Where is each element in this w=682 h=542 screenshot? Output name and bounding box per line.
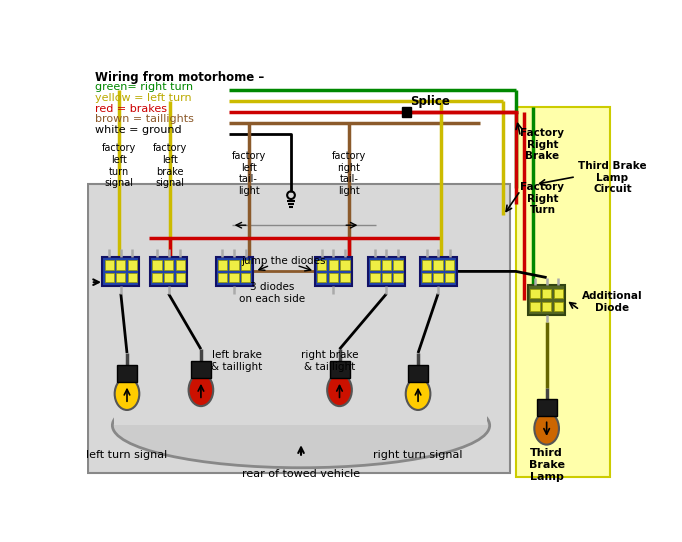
Bar [422,273,431,282]
Text: factory
left
brake
signal: factory left brake signal [153,144,188,188]
Bar [317,273,327,282]
Text: brown = taillights: brown = taillights [95,114,194,124]
Text: 3 diodes
on each side: 3 diodes on each side [239,282,305,304]
Ellipse shape [189,374,213,406]
Bar [150,257,187,286]
Text: Third
Brake
Lamp: Third Brake Lamp [529,448,565,482]
Bar [329,260,338,269]
Bar [164,273,173,282]
Bar [104,273,114,282]
Bar [394,273,402,282]
Bar [554,289,563,298]
Bar [516,107,610,477]
Text: right brake
& taillight: right brake & taillight [301,350,358,371]
Text: factory
left
turn
signal: factory left turn signal [102,144,136,188]
Bar [128,273,137,282]
Bar [542,302,551,311]
Bar [531,289,539,298]
Text: Third Brake
Lamp
Circuit: Third Brake Lamp Circuit [578,162,647,195]
Bar [128,260,137,269]
Bar [116,260,125,269]
Bar [434,260,443,269]
Bar [419,257,456,286]
Bar [402,107,411,117]
Bar [315,257,352,286]
Bar [241,260,250,269]
Bar [317,260,327,269]
Text: red = brakes: red = brakes [95,104,166,113]
Bar [528,285,565,314]
Bar [368,257,405,286]
Bar [164,260,173,269]
Text: Additional
Diode: Additional Diode [582,292,642,313]
Bar [175,273,185,282]
Bar [408,365,428,382]
Bar [340,273,350,282]
Bar [329,273,338,282]
Bar [218,260,227,269]
Ellipse shape [115,378,139,410]
Bar [422,260,431,269]
Bar [229,273,239,282]
Bar [117,365,137,382]
Bar [554,302,563,311]
Text: yellow = left turn: yellow = left turn [95,93,191,103]
Bar [329,361,349,378]
Bar [229,260,239,269]
Bar [445,273,454,282]
Bar [382,260,391,269]
Text: factory
left
tail-
light: factory left tail- light [231,151,266,196]
Bar [216,257,252,286]
Text: jump the diodes: jump the diodes [241,256,325,266]
Ellipse shape [113,383,490,468]
Bar [218,273,227,282]
Bar [434,273,443,282]
Ellipse shape [534,412,559,444]
Bar [370,260,380,269]
Bar [116,273,125,282]
Bar [241,273,250,282]
Text: rear of towed vehicle: rear of towed vehicle [242,469,360,479]
Bar [152,273,162,282]
Text: white = ground: white = ground [95,125,181,135]
Ellipse shape [327,374,352,406]
Text: Factory
Right
Turn: Factory Right Turn [520,182,565,215]
Bar [531,302,539,311]
Bar [445,260,454,269]
Text: left turn signal: left turn signal [87,450,168,460]
Text: left brake
& taillight: left brake & taillight [211,350,263,371]
Text: factory
right
tail-
light: factory right tail- light [331,151,366,196]
Bar [102,257,139,286]
Bar [394,260,402,269]
Text: Wiring from motorhome –: Wiring from motorhome – [95,71,264,84]
Bar [152,260,162,269]
Text: Factory
Right
Brake: Factory Right Brake [520,128,565,162]
Bar [114,358,488,425]
Bar [382,273,391,282]
Text: right turn signal: right turn signal [373,450,463,460]
Bar [542,289,551,298]
Bar [191,361,211,378]
Text: Splice: Splice [411,95,450,108]
Bar [104,260,114,269]
Ellipse shape [406,378,430,410]
Text: green= right turn: green= right turn [95,82,193,92]
Bar [89,184,510,473]
Bar [175,260,185,269]
Bar [340,260,350,269]
Bar [537,399,557,416]
Bar [370,273,380,282]
